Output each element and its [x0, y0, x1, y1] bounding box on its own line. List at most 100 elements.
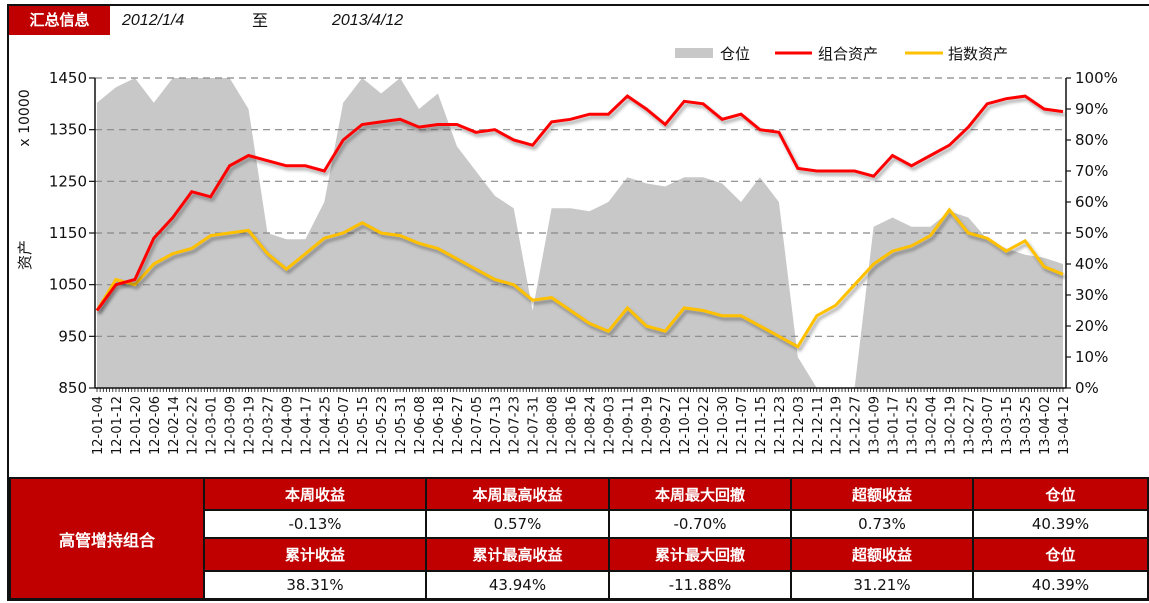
y2-tick-label: 100% [1075, 69, 1118, 87]
header-weekly-position: 仓位 [972, 476, 1149, 512]
header-cumulative-return: 累计收益 [203, 537, 427, 572]
x-tick-label: 12-12-03 [792, 396, 807, 455]
header-cumulative-max-drawdown: 累计最大回撤 [608, 537, 792, 572]
x-tick-label: 13-03-15 [1000, 396, 1015, 455]
x-tick-label: 12-03-19 [243, 396, 258, 455]
report-frame [7, 4, 1149, 601]
header-cumulative-excess-return: 超额收益 [790, 537, 974, 572]
y2-tick-label: 0% [1075, 379, 1099, 397]
y-tick-label: 1350 [49, 121, 87, 139]
x-tick-label: 12-05-15 [356, 396, 371, 455]
x-tick-label: 12-08-16 [565, 396, 580, 455]
x-tick-label: 12-05-31 [394, 396, 409, 455]
x-tick-label: 12-11-23 [773, 396, 788, 455]
x-tick-label: 12-07-05 [470, 396, 485, 455]
y2-tick-label: 40% [1075, 255, 1108, 273]
y-tick-label: 1050 [49, 276, 87, 294]
x-tick-label: 12-07-23 [508, 396, 523, 455]
x-tick-label: 12-05-07 [337, 396, 352, 455]
y2-tick-label: 90% [1075, 100, 1108, 118]
weekly-max-return: 0.57% [425, 509, 610, 540]
y-axis-title: 资产 [16, 240, 34, 270]
y2-tick-label: 20% [1075, 317, 1108, 335]
y2-tick-label: 70% [1075, 162, 1108, 180]
end-date: 2013/4/12 [332, 12, 404, 29]
y2-tick-label: 80% [1075, 131, 1108, 149]
y-tick-label: 1150 [49, 224, 87, 242]
cumulative-return: 38.31% [203, 569, 427, 601]
header-weekly-return: 本周收益 [203, 476, 427, 512]
y2-tick-label: 10% [1075, 348, 1108, 366]
legend-label-index: 指数资产 [948, 45, 1008, 63]
x-tick-label: 13-04-02 [1038, 396, 1053, 455]
x-tick-label: 13-03-07 [981, 396, 996, 455]
x-tick-label: 13-02-19 [943, 396, 958, 455]
x-tick-label: 12-07-13 [489, 396, 504, 455]
y2-tick-labels: 0% 10% 20% 30% 40% 50% 60% 70% 80% 90% 100% [1075, 69, 1118, 397]
x-tick-label: 13-01-25 [905, 396, 920, 455]
summary-table: 高管增持组合 本周收益 本周最高收益 本周最大回撤 超额收益 仓位 -0.13%… [9, 476, 1149, 601]
header-weekly-max-return: 本周最高收益 [425, 476, 610, 512]
series-index-line [95, 207, 1064, 349]
series-portfolio-line [95, 94, 1064, 312]
x-tick-label: 12-09-27 [659, 396, 674, 455]
y-tick-label: 950 [58, 327, 87, 345]
x-tick-label: 12-08-24 [583, 396, 598, 455]
gridlines-over [95, 77, 1066, 337]
y-tick-label: 850 [58, 379, 87, 397]
y2-tick-label: 50% [1075, 224, 1108, 242]
x-tick-label: 12-03-27 [261, 396, 276, 455]
x-tick-label: 12-06-08 [413, 396, 428, 455]
weekly-position: 40.39% [972, 509, 1149, 540]
legend-label-position: 仓位 [720, 45, 750, 63]
legend-label-portfolio: 组合资产 [818, 45, 878, 63]
x-tick-label: 13-04-12 [1057, 396, 1072, 455]
x-tick-label: 12-02-22 [186, 396, 201, 455]
axes [89, 77, 1071, 392]
cumulative-max-return: 43.94% [425, 569, 610, 601]
x-tick-label: 12-06-18 [432, 396, 447, 455]
asset-chart: 850 950 1050 1150 1250 1350 1450 0% 10% 20% 30% 40… [16, 45, 1118, 455]
x-tick-label: 13-02-04 [924, 396, 939, 455]
y-axis-unit: x 10000 [17, 89, 33, 146]
start-date: 2012/1/4 [122, 12, 185, 29]
y-tick-labels: 850 950 1050 1150 1250 1350 1450 [49, 69, 87, 397]
y-tick-label: 1250 [49, 172, 87, 190]
y2-tick-label: 30% [1075, 286, 1108, 304]
x-tick-label: 12-08-08 [546, 396, 561, 455]
x-tick-label: 12-07-31 [527, 396, 542, 455]
x-tick-label: 13-03-25 [1019, 396, 1034, 455]
x-tick-label: 12-01-12 [110, 396, 125, 455]
x-tick-label: 12-11-15 [754, 396, 769, 455]
header-weekly-excess-return: 超额收益 [790, 476, 974, 512]
x-tick-label: 12-10-30 [716, 396, 731, 455]
portfolio-name: 高管增持组合 [9, 477, 205, 600]
legend: 仓位 组合资产 指数资产 [675, 45, 1008, 63]
weekly-return: -0.13% [203, 509, 427, 540]
x-tick-label: 12-02-06 [148, 396, 163, 455]
header-cumulative-max-return: 累计最高收益 [425, 537, 610, 572]
x-tick-label: 12-12-11 [811, 396, 826, 455]
y-tick-label: 1450 [49, 69, 87, 87]
legend-swatch-position [675, 48, 713, 58]
y2-tick-label: 60% [1075, 193, 1108, 211]
x-tick-label: 12-02-14 [167, 396, 182, 455]
x-tick-label: 12-10-12 [678, 396, 693, 455]
x-tick-label: 12-04-17 [299, 396, 314, 455]
to-label: 至 [252, 11, 269, 30]
x-tick-label: 12-11-07 [735, 396, 750, 455]
x-tick-label: 12-04-09 [280, 396, 295, 455]
x-tick-label: 12-12-27 [849, 396, 864, 455]
x-tick-label: 12-06-27 [451, 396, 466, 455]
x-tick-label: 12-03-01 [205, 396, 220, 455]
x-tick-label: 12-09-11 [621, 396, 636, 455]
x-tick-label: 12-09-03 [602, 396, 617, 455]
x-tick-label: 12-01-04 [91, 396, 106, 455]
cumulative-excess-return: 31.21% [790, 569, 974, 601]
x-tick-label: 12-04-25 [318, 396, 333, 455]
weekly-excess-return: 0.73% [790, 509, 974, 540]
cumulative-max-drawdown: -11.88% [608, 569, 792, 601]
x-tick-label: 12-09-19 [640, 396, 655, 455]
x-tick-label: 12-05-23 [375, 396, 390, 455]
header-cumulative-position: 仓位 [972, 537, 1149, 572]
